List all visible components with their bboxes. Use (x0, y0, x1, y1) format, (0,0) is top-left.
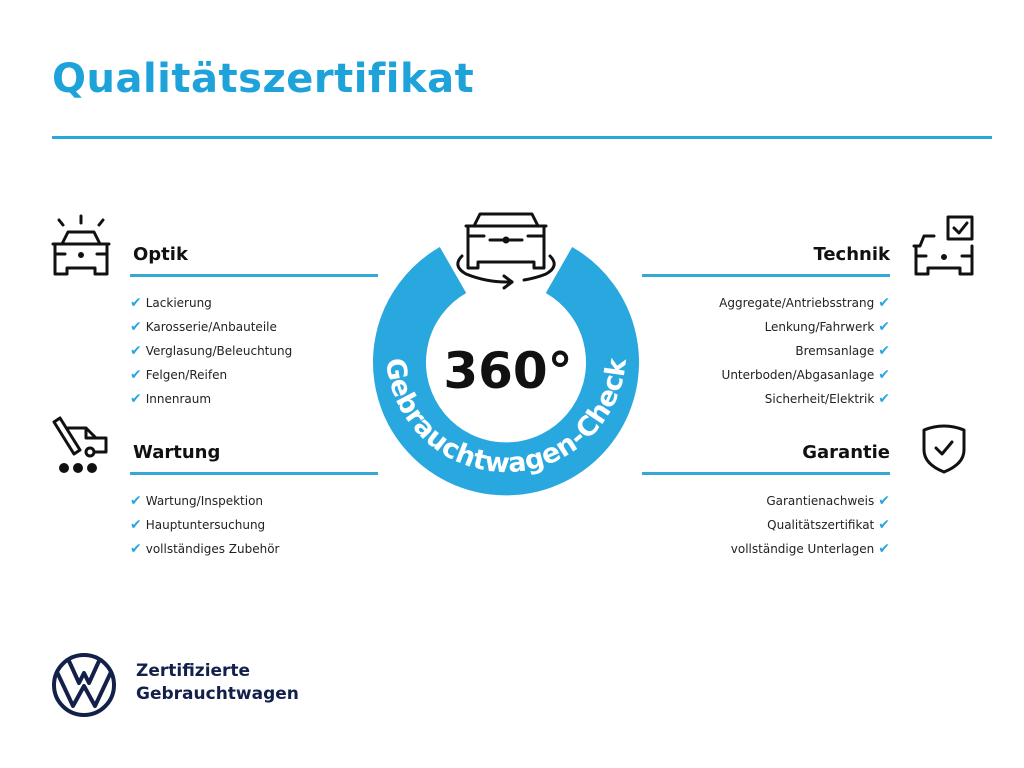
check-icon: ✔ (878, 391, 890, 407)
list-item: Lenkung/Fahrwerk ✔ (764, 319, 890, 335)
check-icon: ✔ (878, 493, 890, 509)
section-divider (130, 472, 378, 475)
list-item: Sicherheit/Elektrik ✔ (764, 391, 890, 407)
check-icon: ✔ (130, 493, 142, 509)
section-wartung: Wartung ✔ Wartung/Inspektion ✔ Hauptunters… (130, 440, 378, 561)
list-item: ✔ Lackierung (130, 295, 212, 311)
section-divider (642, 472, 890, 475)
check-icon: ✔ (130, 319, 142, 335)
list-item: ✔ Hauptuntersuchung (130, 517, 266, 533)
check-icon: ✔ (130, 367, 142, 383)
check-icon: ✔ (878, 295, 890, 311)
check-icon: ✔ (130, 517, 142, 533)
list-item: Unterboden/Abgasanlage ✔ (721, 367, 890, 383)
list-item: ✔ Innenraum (130, 391, 212, 407)
list-item: vollständige Unterlagen ✔ (730, 541, 890, 557)
check-icon: ✔ (130, 295, 142, 311)
vw-logo (52, 653, 116, 717)
check-icon: ✔ (878, 367, 890, 383)
car-rotate-icon (456, 212, 556, 290)
check-icon: ✔ (130, 391, 142, 407)
brand-line-2: Gebrauchtwagen (136, 684, 299, 704)
car-checklist-icon (912, 215, 974, 276)
check-icon: ✔ (878, 541, 890, 557)
badge-ring (373, 247, 639, 496)
check-icon: ✔ (130, 343, 142, 359)
section-title: Optik (133, 244, 188, 265)
list-item: Qualitätszertifikat ✔ (767, 517, 890, 533)
check-icon: ✔ (130, 541, 142, 557)
list-item: ✔ Verglasung/Beleuchtung (130, 343, 293, 359)
list-item: ✔ Wartung/Inspektion (130, 493, 264, 509)
section-garantie: Garantie Garantienachweis ✔ Qualitätszert… (642, 440, 890, 561)
list-item: Bremsanlage ✔ (795, 343, 890, 359)
service-van-icon (52, 416, 108, 473)
list-item: ✔ Karosserie/Anbauteile (130, 319, 277, 335)
title-divider (52, 136, 992, 139)
section-title: Technik (813, 244, 890, 265)
badge-number: 360° (443, 342, 572, 400)
section-title: Wartung (133, 442, 221, 463)
brand-text: Zertifizierte Gebrauchtwagen (136, 660, 299, 706)
section-divider (642, 274, 890, 277)
list-item: ✔ Felgen/Reifen (130, 367, 228, 383)
section-divider (130, 274, 378, 277)
check-icon: ✔ (878, 517, 890, 533)
brand-line-1: Zertifizierte (136, 661, 251, 681)
car-lights-icon (51, 214, 111, 276)
page-title: Qualitätszertifikat (52, 56, 475, 102)
section-title: Garantie (802, 442, 890, 463)
shield-check-icon (922, 424, 966, 474)
check-icon: ✔ (878, 343, 890, 359)
section-technik: Technik Aggregate/Antriebsstrang ✔ Lenkun… (642, 242, 890, 411)
list-item: Aggregate/Antriebsstrang ✔ (719, 295, 890, 311)
list-item: Garantienachweis ✔ (766, 493, 890, 509)
list-item: ✔ vollständiges Zubehör (130, 541, 280, 557)
section-optik: Optik ✔ Lackierung ✔ Karosserie/Anbauteile… (130, 242, 378, 411)
check-icon: ✔ (878, 319, 890, 335)
